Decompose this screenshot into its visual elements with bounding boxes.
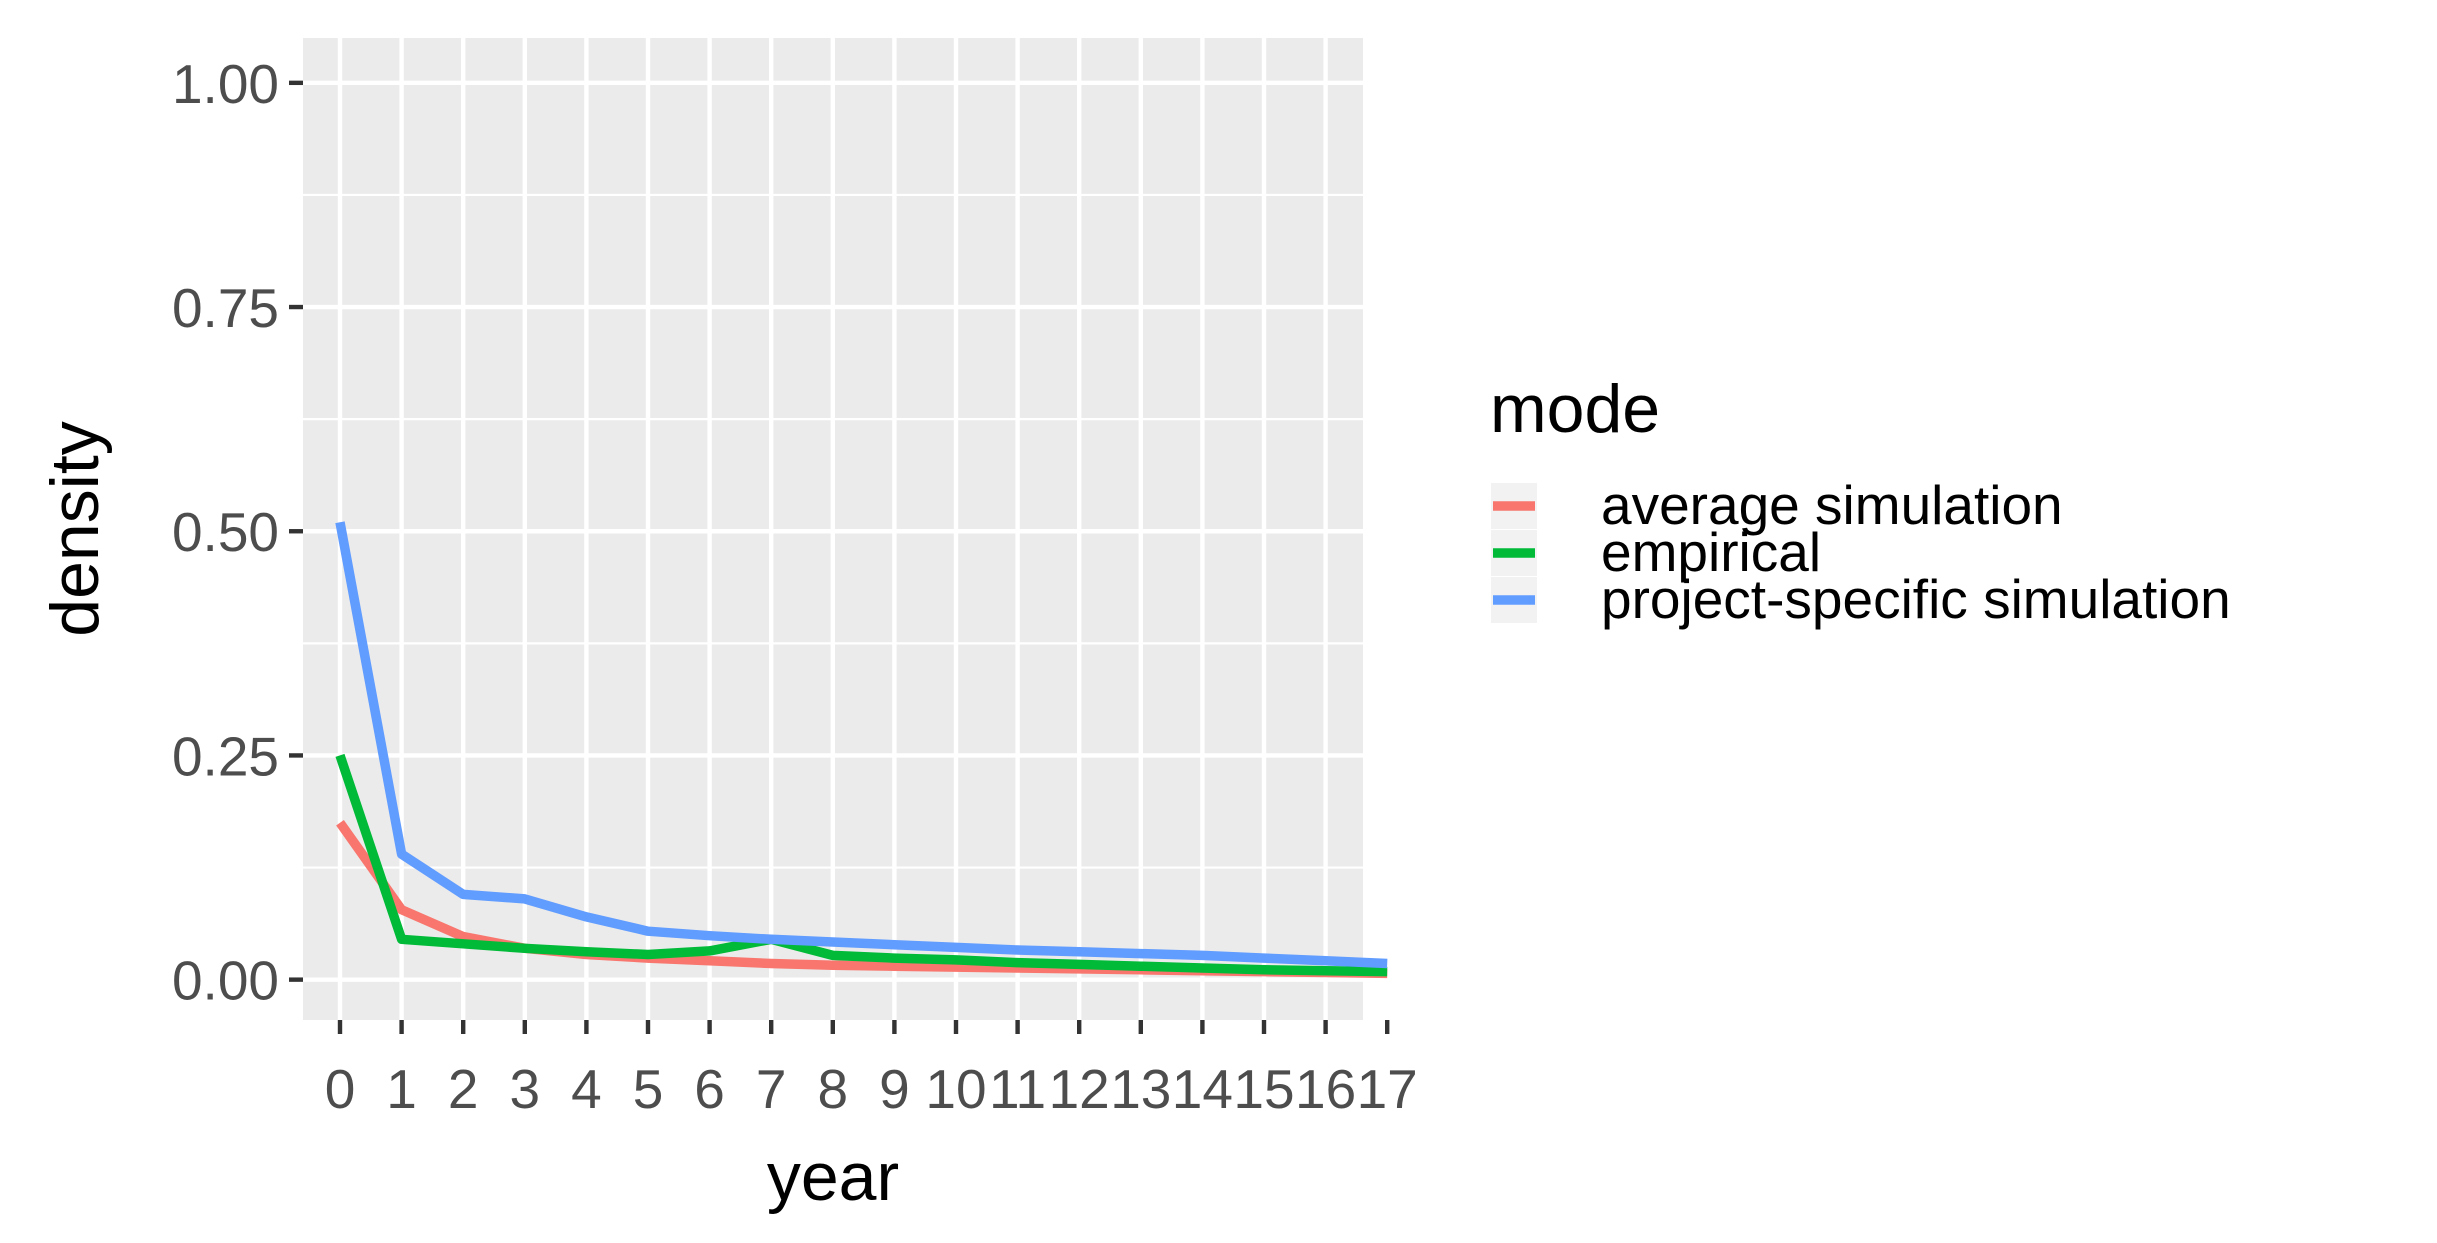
y-tick-label: 0.75 (172, 277, 279, 339)
x-tick-label: 15 (1233, 1058, 1294, 1120)
x-axis: 0 1 2 3 4 5 6 7 8 9 10 11 12 13 14 15 16 17 (325, 1020, 1418, 1120)
x-tick-label: 7 (756, 1058, 787, 1120)
legend-label: empirical (1601, 521, 1821, 583)
x-tick-label: 5 (633, 1058, 664, 1120)
x-axis-title: year (767, 1139, 899, 1215)
x-tick-label: 14 (1172, 1058, 1233, 1120)
y-tick-label: 0.25 (172, 725, 279, 787)
legend: mode average simulationempiricalproject-… (1490, 371, 2231, 630)
x-tick-label: 11 (989, 1058, 1046, 1120)
series-lines (335, 521, 1388, 979)
x-tick-label: 1 (386, 1058, 417, 1120)
x-tick-label: 4 (571, 1058, 602, 1120)
legend-label: project-specific simulation (1601, 568, 2231, 630)
x-tick-label: 0 (325, 1058, 356, 1120)
x-tick-label: 16 (1295, 1058, 1356, 1120)
x-tick-label: 3 (510, 1058, 541, 1120)
x-tick-label: 9 (879, 1058, 910, 1120)
x-tick-label: 12 (1049, 1058, 1110, 1120)
series-line (335, 521, 1388, 969)
legend-title: mode (1490, 371, 1660, 447)
legend-items: average simulationempiricalproject-speci… (1491, 474, 2231, 630)
legend-label: average simulation (1601, 474, 2063, 536)
series-project-specific-simulation (335, 521, 1388, 969)
x-tick-label: 2 (448, 1058, 479, 1120)
x-tick-label: 10 (925, 1058, 986, 1120)
x-tick-label: 17 (1357, 1058, 1418, 1120)
x-tick-label: 6 (694, 1058, 725, 1120)
y-tick-label: 0.50 (172, 501, 279, 563)
series-line (335, 753, 1388, 977)
y-axis: 0.00 0.25 0.50 0.75 1.00 (172, 53, 303, 1012)
y-tick-label: 0.00 (172, 950, 279, 1012)
y-axis-title: density (37, 421, 113, 636)
x-tick-label: 8 (818, 1058, 849, 1120)
y-tick-label: 1.00 (172, 53, 279, 115)
x-tick-label: 13 (1110, 1058, 1171, 1120)
